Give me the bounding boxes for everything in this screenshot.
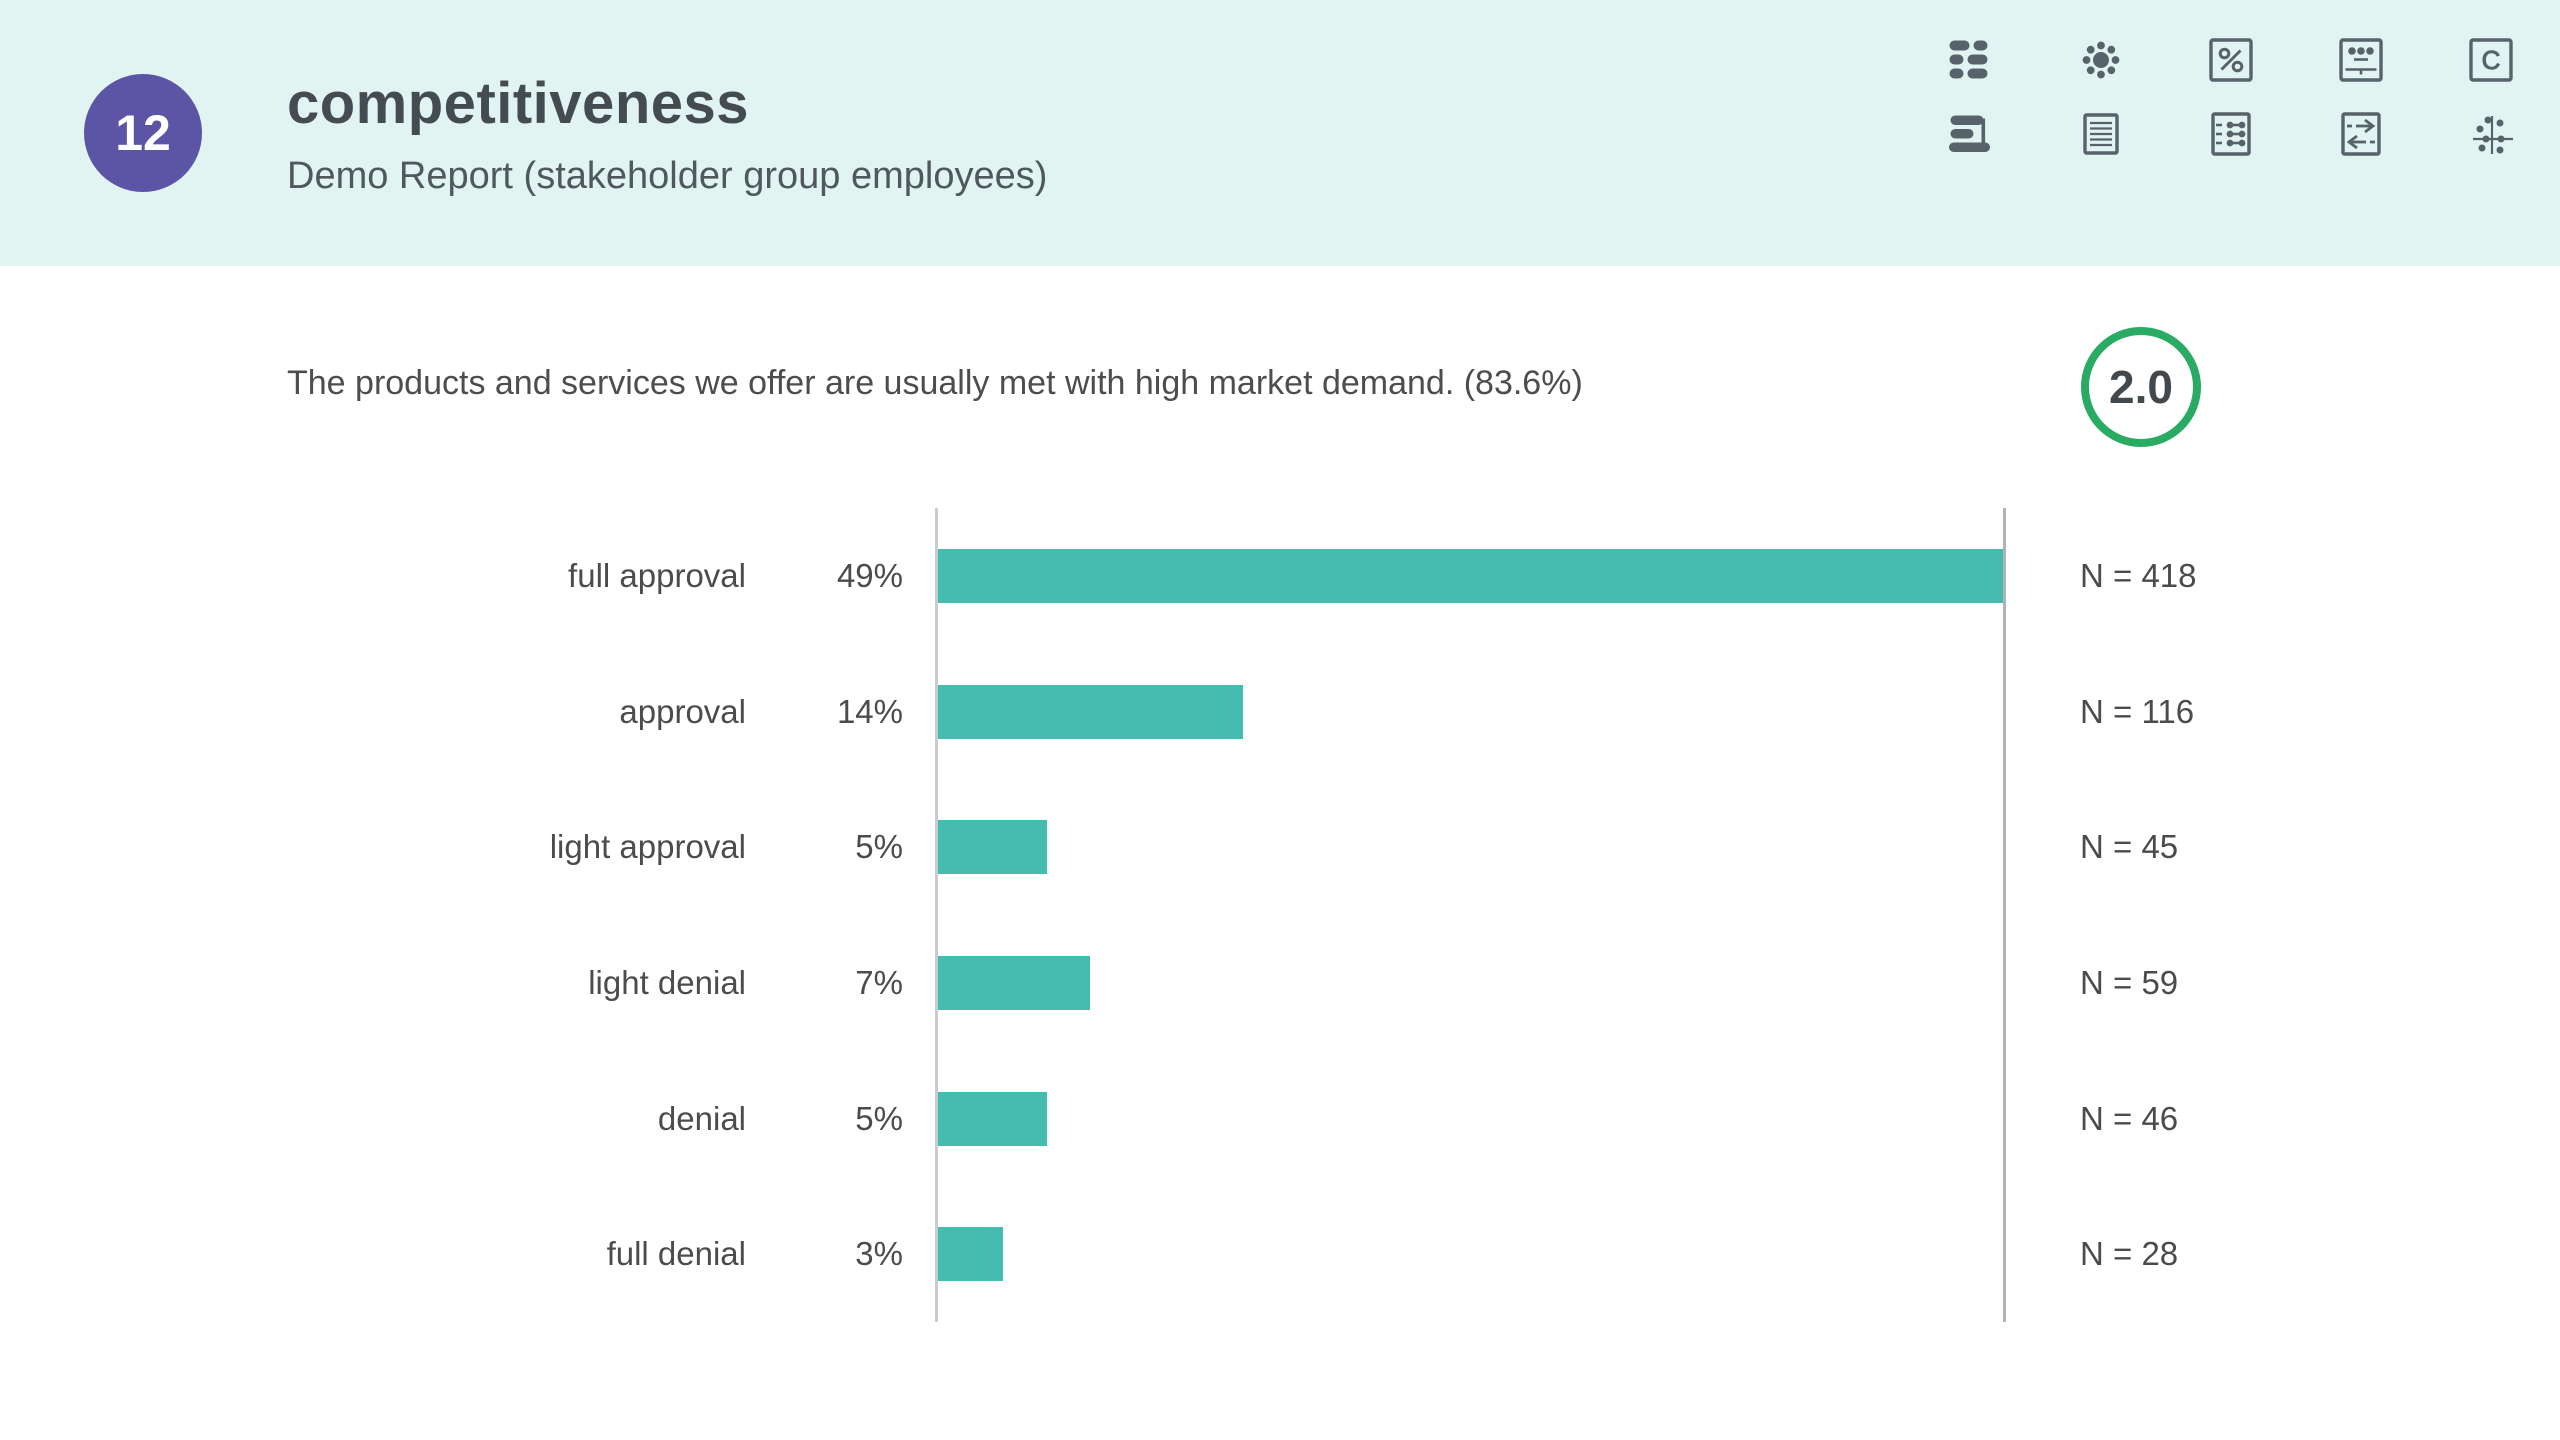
document-view-button[interactable] — [2077, 110, 2125, 158]
scatter-plot-icon — [2473, 116, 2513, 154]
category-label: light denial — [588, 963, 746, 1001]
n-label: N = 116 — [2080, 692, 2195, 730]
bar-track — [938, 548, 2004, 603]
letter-c-icon: C — [2469, 38, 2513, 82]
scatter-view-button[interactable] — [2467, 110, 2515, 158]
question-number-badge: 12 — [84, 74, 202, 192]
n-label: N = 59 — [2080, 963, 2179, 1001]
report-subtitle: Demo Report (stakeholder group employees… — [287, 154, 1048, 197]
summary-board-view-button[interactable] — [2337, 36, 2385, 84]
value-label: 7% — [855, 963, 903, 1001]
bar — [938, 820, 1047, 875]
n-label: N = 45 — [2080, 828, 2179, 866]
value-label: 49% — [836, 556, 903, 594]
category-label: light approval — [549, 828, 746, 866]
category-label: approval — [619, 692, 746, 730]
report-header: 12 competitiveness Demo Report (stakehol… — [0, 0, 2560, 266]
bar-track — [938, 1091, 2004, 1146]
page-title: competitiveness — [287, 71, 750, 136]
question-text: The products and services we offer are u… — [287, 364, 1583, 402]
matrix-view-button[interactable] — [2207, 110, 2255, 158]
chart-row: light approval 5% N = 45 — [0, 779, 2560, 915]
bar — [938, 955, 1091, 1010]
bar — [938, 548, 2004, 603]
chart-row: denial 5% N = 46 — [0, 1051, 2560, 1187]
value-label: 5% — [855, 828, 903, 866]
horizontal-bar-chart-icon — [1949, 115, 1990, 152]
dot-cluster-view-button[interactable] — [2077, 36, 2125, 84]
percentage-view-button[interactable] — [2207, 36, 2255, 84]
chart-row: full denial 3% N = 28 — [0, 1186, 2560, 1322]
value-label: 5% — [855, 1099, 903, 1137]
bar-track — [938, 820, 2004, 875]
chart-right-boundary-line — [2003, 508, 2006, 1322]
score-value: 2.0 — [2109, 361, 2173, 413]
chart-row: approval 14% N = 116 — [0, 644, 2560, 780]
c-view-button[interactable]: C — [2467, 36, 2515, 84]
bar-track — [938, 684, 2004, 739]
word-list-icon — [1949, 40, 1988, 79]
board-dots-icon — [2339, 38, 2383, 82]
value-label: 14% — [836, 692, 903, 730]
word-list-view-button[interactable] — [1947, 36, 1995, 84]
n-label: N = 28 — [2080, 1235, 2179, 1273]
bar-chart-view-button[interactable] — [1947, 110, 1995, 158]
category-label: full approval — [568, 556, 746, 594]
n-label: N = 46 — [2080, 1099, 2179, 1137]
y-axis-line — [935, 508, 938, 1322]
bar-track — [938, 955, 2004, 1010]
value-label: 3% — [855, 1235, 903, 1273]
chart-row: light denial 7% N = 59 — [0, 915, 2560, 1051]
view-toolbar: C — [1947, 36, 2515, 158]
document-icon — [2083, 113, 2119, 155]
percent-icon — [2209, 38, 2253, 82]
dot-cluster-icon — [2082, 41, 2120, 79]
matrix-icon — [2211, 112, 2251, 156]
bar — [938, 1091, 1047, 1146]
chart-row: full approval 49% N = 418 — [0, 508, 2560, 644]
score-badge: 2.0 — [2081, 327, 2201, 447]
svg-text:C: C — [2482, 45, 2501, 75]
bar-track — [938, 1227, 2004, 1282]
compare-arrows-icon — [2341, 112, 2381, 156]
compare-view-button[interactable] — [2337, 110, 2385, 158]
bar-chart: full approval 49% N = 418 approval 14% N = 11… — [0, 508, 2560, 1322]
bar — [938, 1227, 1004, 1282]
header-titles: competitiveness Demo Report (stakeholder… — [287, 71, 1048, 198]
n-label: N = 418 — [2080, 556, 2197, 594]
category-label: full denial — [606, 1235, 746, 1273]
bar — [938, 684, 1243, 739]
category-label: denial — [657, 1099, 746, 1137]
question-number: 12 — [115, 105, 171, 161]
chart-rows: full approval 49% N = 418 approval 14% N = 11… — [0, 508, 2560, 1322]
